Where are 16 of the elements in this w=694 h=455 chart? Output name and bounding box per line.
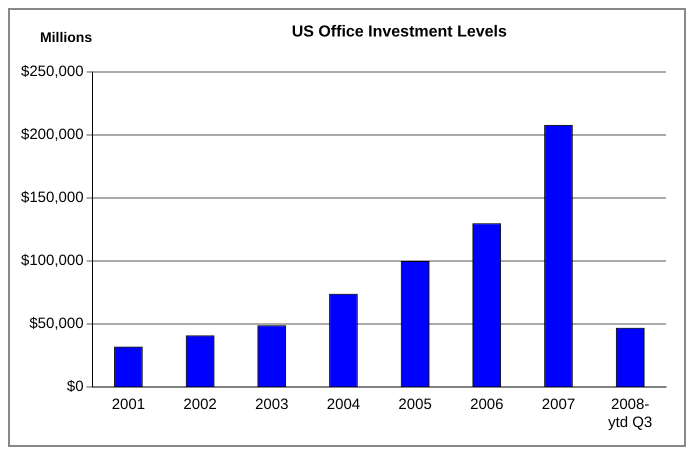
- chart-title: US Office Investment Levels: [292, 23, 507, 40]
- x-tick-label: 2003: [255, 396, 288, 414]
- x-tick-label: 2007: [542, 396, 576, 414]
- x-tick-label: 2001: [112, 396, 146, 414]
- x-tick-label: 2004: [326, 396, 360, 414]
- y-tick-label: $100,000: [20, 252, 84, 270]
- x-tick-label: 2008- ytd Q3: [608, 396, 652, 432]
- y-tick-label: $200,000: [20, 126, 84, 144]
- y-tick-label: $150,000: [20, 189, 84, 206]
- x-tick-label: 2005: [398, 396, 432, 414]
- y-tick-label: $250,000: [20, 63, 84, 80]
- y-axis-title: Millions: [40, 28, 92, 45]
- x-tick-label: 2006: [470, 396, 504, 414]
- y-tick-label: $0: [66, 378, 84, 396]
- x-tick-label: 2002: [183, 396, 217, 414]
- y-tick-label: $50,000: [29, 315, 84, 332]
